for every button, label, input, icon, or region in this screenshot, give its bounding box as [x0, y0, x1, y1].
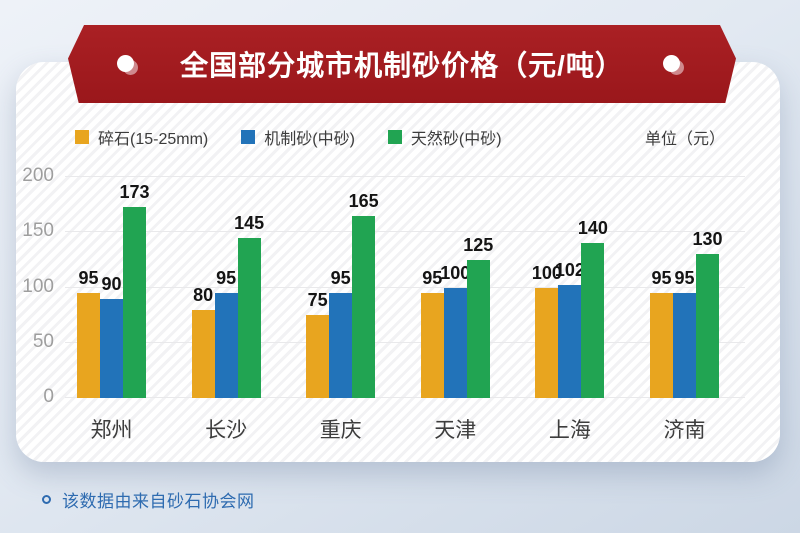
bar-value-label: 165	[348, 190, 379, 211]
bar-group-长沙: 80 95 145 长沙	[191, 177, 264, 442]
bar-value-label: 100	[531, 262, 562, 283]
bar-碎石(15-25mm)-济南	[649, 293, 673, 398]
bar-天然砂(中砂)-济南	[695, 254, 719, 398]
bar-value-label: 95	[78, 268, 99, 289]
bar-碎石(15-25mm)-上海	[535, 287, 559, 398]
footer: 该数据由来自砂石协会网	[42, 487, 255, 512]
bar-group-郑州: 95 90 173 郑州	[77, 177, 150, 442]
x-axis-label-济南: 济南	[663, 419, 706, 442]
bar-value-label: 100	[440, 262, 471, 283]
chart-card: 碎石(15-25mm) 机制砂(中砂) 天然砂(中砂) 单位（元） 0 50 100…	[16, 62, 780, 462]
bar-value-label: 95	[422, 268, 443, 289]
bar-天然砂(中砂)-郑州	[123, 206, 146, 398]
bar-机制砂(中砂)-天津	[443, 287, 467, 398]
bar-group-济南: 95 95 130 济南	[649, 177, 722, 442]
gridline: 0	[43, 386, 745, 407]
bar-slot: 95	[420, 177, 444, 398]
bar-groups: 95 90 173 郑州 80 95 145 长沙 75 95 165 重庆 95 100 125 天津 100…	[65, 177, 745, 442]
bar-slot: 95	[672, 177, 696, 398]
bar-slot: 100	[440, 177, 470, 398]
bar-碎石(15-25mm)-郑州	[77, 293, 100, 398]
bar-slot: 145	[234, 177, 264, 398]
bar-slot: 165	[349, 177, 379, 398]
bar-slot: 130	[692, 177, 722, 398]
bar-value-label: 102	[554, 260, 585, 281]
y-axis-tick-label: 50	[32, 330, 54, 352]
legend-label-crushed-stone: 碎石(15-25mm)	[98, 131, 209, 148]
bar-group-天津: 95 100 125 天津	[420, 177, 493, 442]
bar-天然砂(中砂)-上海	[581, 243, 605, 398]
bar-value-label: 80	[193, 284, 214, 305]
y-axis-tick-label: 100	[22, 275, 54, 297]
title-ribbon: 全国部分城市机制砂价格（元/吨）	[68, 25, 736, 103]
legend-swatch-machine-sand	[241, 130, 256, 144]
bar-group-重庆: 75 95 165 重庆	[306, 177, 379, 442]
bar-碎石(15-25mm)-重庆	[306, 315, 330, 398]
bar-value-label: 95	[216, 268, 237, 289]
ribbon-dot-right-icon	[663, 55, 680, 72]
bar-机制砂(中砂)-郑州	[100, 298, 123, 398]
bar-value-label: 90	[101, 273, 122, 294]
legend-item-natural-sand: 天然砂(中砂)	[387, 125, 502, 149]
legend-item-machine-sand: 机制砂(中砂)	[241, 125, 355, 149]
bar-group-上海: 100 102 140 上海	[532, 177, 608, 442]
ribbon-dot-left-icon	[117, 55, 134, 72]
bar-slot: 75	[306, 177, 330, 398]
bar-机制砂(中砂)-上海	[558, 285, 582, 398]
gridline: 200	[22, 165, 745, 186]
bar-机制砂(中砂)-长沙	[214, 293, 238, 398]
bar-slot: 125	[463, 177, 493, 398]
plot-area: 0 50 100 150 200 95 90 173 郑州 80 95 145 长沙 75 95 165 重庆 9…	[22, 165, 745, 442]
bar-天然砂(中砂)-重庆	[352, 215, 376, 398]
legend-swatch-crushed-stone	[75, 130, 89, 144]
y-axis-tick-label: 200	[22, 165, 54, 186]
legend-label-machine-sand: 机制砂(中砂)	[264, 131, 355, 148]
bar-机制砂(中砂)-重庆	[329, 293, 353, 398]
bar-slot: 95	[649, 177, 673, 398]
bar-slot: 95	[329, 177, 353, 398]
bar-slot: 95	[214, 177, 238, 398]
bar-天然砂(中砂)-长沙	[237, 237, 261, 398]
x-axis-label-上海: 上海	[548, 419, 591, 442]
x-axis-label-长沙: 长沙	[205, 419, 248, 442]
bar-碎石(15-25mm)-长沙	[191, 309, 215, 398]
x-axis-label-郑州: 郑州	[90, 419, 133, 442]
bar-value-label: 173	[119, 181, 150, 202]
data-source-note: 该数据由来自砂石协会网	[62, 492, 255, 511]
bar-slot: 102	[555, 177, 585, 398]
legend-item-crushed-stone: 碎石(15-25mm)	[75, 125, 208, 149]
gridline: 100	[22, 276, 745, 297]
bar-value-label: 130	[692, 229, 723, 250]
bar-slot: 95	[77, 177, 100, 398]
bar-slot: 100	[532, 177, 562, 398]
bar-value-label: 140	[577, 218, 608, 239]
gridline: 150	[22, 220, 745, 241]
page-title: 全国部分城市机制砂价格（元/吨）	[180, 50, 624, 81]
bar-value-label: 75	[307, 290, 328, 311]
x-axis-label-天津: 天津	[434, 419, 477, 442]
legend-label-natural-sand: 天然砂(中砂)	[410, 131, 502, 148]
bar-value-label: 145	[234, 212, 265, 233]
bar-机制砂(中砂)-济南	[672, 293, 696, 398]
bar-value-label: 95	[674, 268, 695, 289]
circle-bullet-icon	[42, 495, 51, 504]
bar-slot: 140	[578, 177, 608, 398]
y-axis-tick-label: 150	[22, 220, 54, 242]
legend-swatch-natural-sand	[387, 130, 402, 144]
bar-value-label: 95	[651, 268, 672, 289]
legend: 碎石(15-25mm) 机制砂(中砂) 天然砂(中砂) 单位（元）	[75, 126, 780, 148]
x-axis-label-重庆: 重庆	[319, 419, 362, 442]
bar-天然砂(中砂)-天津	[466, 259, 490, 398]
y-axis-tick-label: 0	[43, 386, 54, 407]
bar-value-label: 125	[463, 234, 494, 255]
unit-label: 单位（元）	[644, 131, 725, 148]
bar-slot: 90	[100, 177, 123, 398]
bar-value-label: 95	[330, 268, 351, 289]
bar-碎石(15-25mm)-天津	[420, 293, 444, 398]
bar-slot: 80	[191, 177, 215, 398]
bar-slot: 173	[119, 177, 150, 398]
gridline: 50	[33, 331, 745, 352]
